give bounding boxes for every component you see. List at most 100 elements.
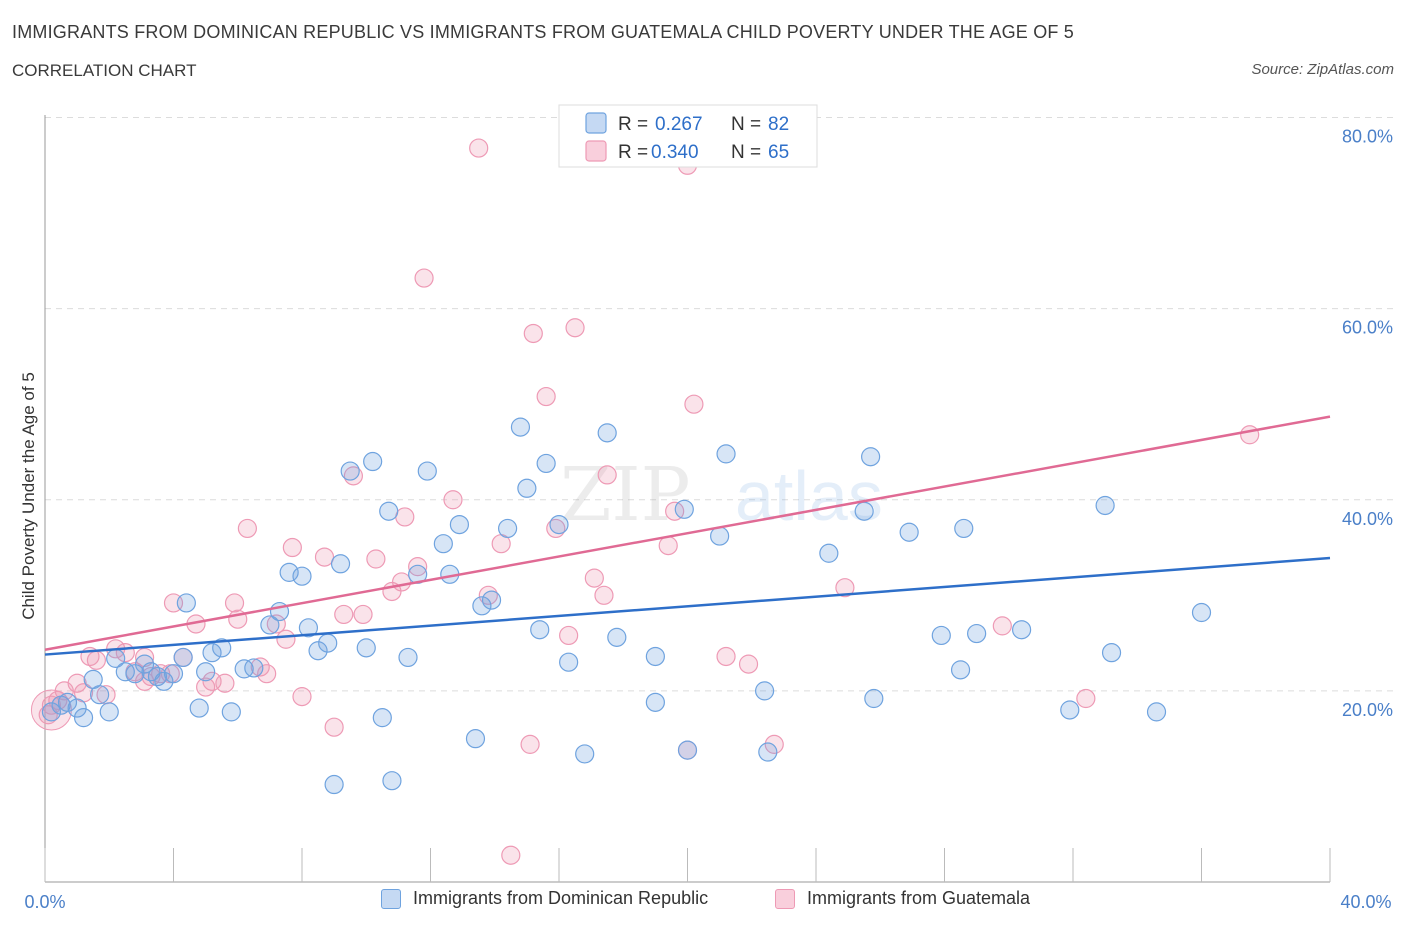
point-dominican <box>472 596 492 616</box>
point-dominican <box>134 654 155 674</box>
point-guatemala <box>334 604 354 625</box>
y-tick-label-20: 20.0% <box>1342 700 1393 720</box>
point-dominican <box>340 461 360 481</box>
legend-item-dominican[interactable]: Immigrants from Dominican Republic <box>381 888 708 909</box>
point-dominican <box>1146 702 1167 722</box>
point-guatemala <box>282 537 302 558</box>
point-dominican <box>398 647 418 668</box>
point-dominican <box>324 774 344 795</box>
point-dominican <box>967 623 987 644</box>
point-guatemala <box>536 386 556 407</box>
point-guatemala <box>324 717 344 737</box>
point-dominican <box>308 641 328 661</box>
legend-swatch-guatemala <box>775 888 795 909</box>
point-guatemala <box>276 629 296 649</box>
legend-swatch-blue <box>585 112 607 134</box>
chart-subtitle: CORRELATION CHART <box>12 61 197 80</box>
point-dominican <box>163 664 184 684</box>
point-guatemala <box>716 646 736 667</box>
point-guatemala <box>215 673 235 693</box>
point-guatemala <box>314 547 335 567</box>
point-dominican <box>530 620 550 640</box>
point-dominican <box>465 729 486 749</box>
point-dominican <box>677 740 698 760</box>
point-dominican <box>115 662 135 682</box>
point-dominican <box>950 660 971 680</box>
legend-swatch-pink <box>585 140 607 162</box>
legend-swatch-dominican <box>381 888 401 909</box>
point-dominican <box>202 643 222 663</box>
point-guatemala <box>469 138 489 158</box>
point-dominican <box>176 593 196 613</box>
point-guatemala <box>520 734 540 754</box>
point-dominican <box>645 646 665 667</box>
point-guatemala <box>665 501 685 521</box>
point-guatemala <box>266 614 286 634</box>
point-dominican <box>298 618 319 638</box>
point-guatemala <box>134 647 155 668</box>
point-dominican <box>363 451 383 472</box>
trend-line-dominican <box>44 556 1331 656</box>
legend-n-label-2: N = <box>731 142 761 163</box>
point-dominican <box>154 671 174 691</box>
legend-item-guatemala[interactable]: Immigrants from Guatemala <box>775 888 1030 909</box>
point-dominican <box>244 658 264 678</box>
point-guatemala <box>501 845 521 865</box>
point-dominican <box>861 447 881 467</box>
top-legend: R = 0.267 N = 82 R = 0.340 N = 65 <box>558 104 818 168</box>
point-guatemala <box>835 578 855 598</box>
point-guatemala <box>67 673 87 693</box>
point-guatemala <box>559 625 579 646</box>
point-dominican <box>356 638 376 658</box>
point-guatemala <box>353 604 373 625</box>
watermark-atlas: atlas <box>735 457 883 535</box>
trend-lines <box>44 415 1331 656</box>
legend-r-label-2: R = <box>618 142 648 163</box>
chart-title: IMMIGRANTS FROM DOMINICAN REPUBLIC VS IM… <box>12 22 1074 42</box>
point-dominican <box>1011 620 1032 640</box>
legend-r-label-1: R = <box>618 114 648 135</box>
point-dominican <box>41 702 62 722</box>
point-dominican <box>382 771 402 791</box>
point-guatemala <box>738 654 759 674</box>
point-dominican <box>899 522 919 542</box>
x-tick-label-min: 0.0% <box>24 892 65 912</box>
point-guatemala <box>224 593 245 613</box>
legend-label-dominican: Immigrants from Dominican Republic <box>413 888 709 908</box>
point-dominican <box>510 417 531 437</box>
legend-n-label-1: N = <box>731 114 761 135</box>
y-tick-label-60: 60.0% <box>1342 318 1393 338</box>
point-dominican <box>292 566 312 586</box>
point-dominican <box>854 501 874 521</box>
point-guatemala <box>594 585 614 605</box>
point-dominican <box>536 453 556 474</box>
point-guatemala <box>1076 688 1096 709</box>
point-guatemala <box>443 490 463 510</box>
point-guatemala <box>395 507 415 527</box>
point-dominican <box>279 562 299 582</box>
point-dominican <box>597 423 617 443</box>
point-dominican <box>372 708 392 728</box>
point-dominican <box>449 514 470 535</box>
point-guatemala <box>658 536 678 556</box>
point-dominican <box>517 478 537 498</box>
point-dominican <box>90 685 110 705</box>
point-dominican <box>330 554 351 574</box>
point-dominican <box>481 590 502 610</box>
legend-n-value-1: 82 <box>768 114 789 135</box>
point-guatemala <box>237 518 257 539</box>
point-guatemala <box>565 318 585 338</box>
legend-r-value-2: 0.340 <box>651 142 699 163</box>
point-dominican <box>433 534 453 554</box>
point-dominican <box>716 444 736 464</box>
point-guatemala <box>86 650 107 670</box>
point-dominican <box>674 499 694 519</box>
y-tick-label-80: 80.0% <box>1342 127 1393 147</box>
trend-line-guatemala <box>44 415 1331 652</box>
point-dominican <box>575 744 595 764</box>
point-dominican <box>645 692 665 712</box>
point-dominican <box>1095 495 1115 516</box>
point-guatemala <box>597 465 617 485</box>
point-dominican <box>549 514 569 535</box>
